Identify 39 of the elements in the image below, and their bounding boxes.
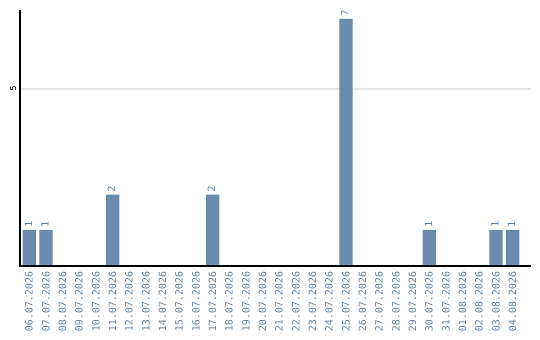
- x-tick-label: 21.07.2026: [274, 271, 286, 332]
- x-tick-label: 19.07.2026: [241, 271, 252, 332]
- y-tick-label: 5: [8, 85, 18, 90]
- x-tick-label: 31.07.2026: [441, 271, 452, 332]
- data-label: 1: [507, 220, 518, 227]
- x-tick-label: 18.07.2026: [224, 271, 236, 332]
- x-tick-label: 10.07.2026: [91, 271, 102, 332]
- data-label: 1: [24, 220, 35, 227]
- x-tick-label: 27.07.2026: [374, 271, 386, 332]
- x-tick-label: 06.07.2026: [24, 271, 36, 332]
- data-label: 1: [490, 220, 502, 227]
- data-label: 2: [207, 186, 218, 192]
- data-label: 1: [40, 220, 52, 227]
- x-tick-label: 28.07.2026: [391, 271, 402, 332]
- x-tick-label: 26.07.2026: [358, 271, 369, 332]
- x-tick-label: 03.08.2026: [491, 271, 502, 332]
- x-tick-label: 23.07.2026: [308, 271, 319, 332]
- x-tick-label: 22.07.2026: [291, 271, 302, 332]
- x-tick-label: 02.08.2026: [474, 271, 486, 332]
- data-label: 2: [107, 186, 118, 192]
- x-tick-label: 29.07.2026: [408, 271, 419, 332]
- x-tick-label: 12.07.2026: [124, 271, 136, 332]
- x-tick-label: 24.07.2026: [324, 271, 336, 332]
- x-tick-label: 15.07.2026: [174, 271, 186, 332]
- x-tick-label: 30.07.2026: [424, 271, 436, 332]
- x-tick-label: 16.07.2026: [191, 271, 202, 332]
- x-tick-label: 25.07.2026: [341, 271, 352, 332]
- data-label: 1: [424, 220, 435, 227]
- data-label: 7: [340, 10, 352, 16]
- x-tick-label: 17.07.2026: [208, 271, 219, 332]
- x-tick-label: 20.07.2026: [258, 271, 269, 332]
- x-tick-label: 11.07.2026: [108, 271, 119, 332]
- x-tick-label: 09.07.2026: [74, 271, 86, 332]
- x-tick-label: 14.07.2026: [158, 271, 169, 332]
- x-tick-label: 08.07.2026: [58, 271, 69, 332]
- x-tick-label: 07.07.2026: [41, 271, 52, 332]
- x-tick-label: 01.08.2026: [458, 271, 469, 332]
- x-tick-label: 04.08.2026: [508, 271, 519, 332]
- x-tick-label: 13.07.2026: [141, 271, 152, 332]
